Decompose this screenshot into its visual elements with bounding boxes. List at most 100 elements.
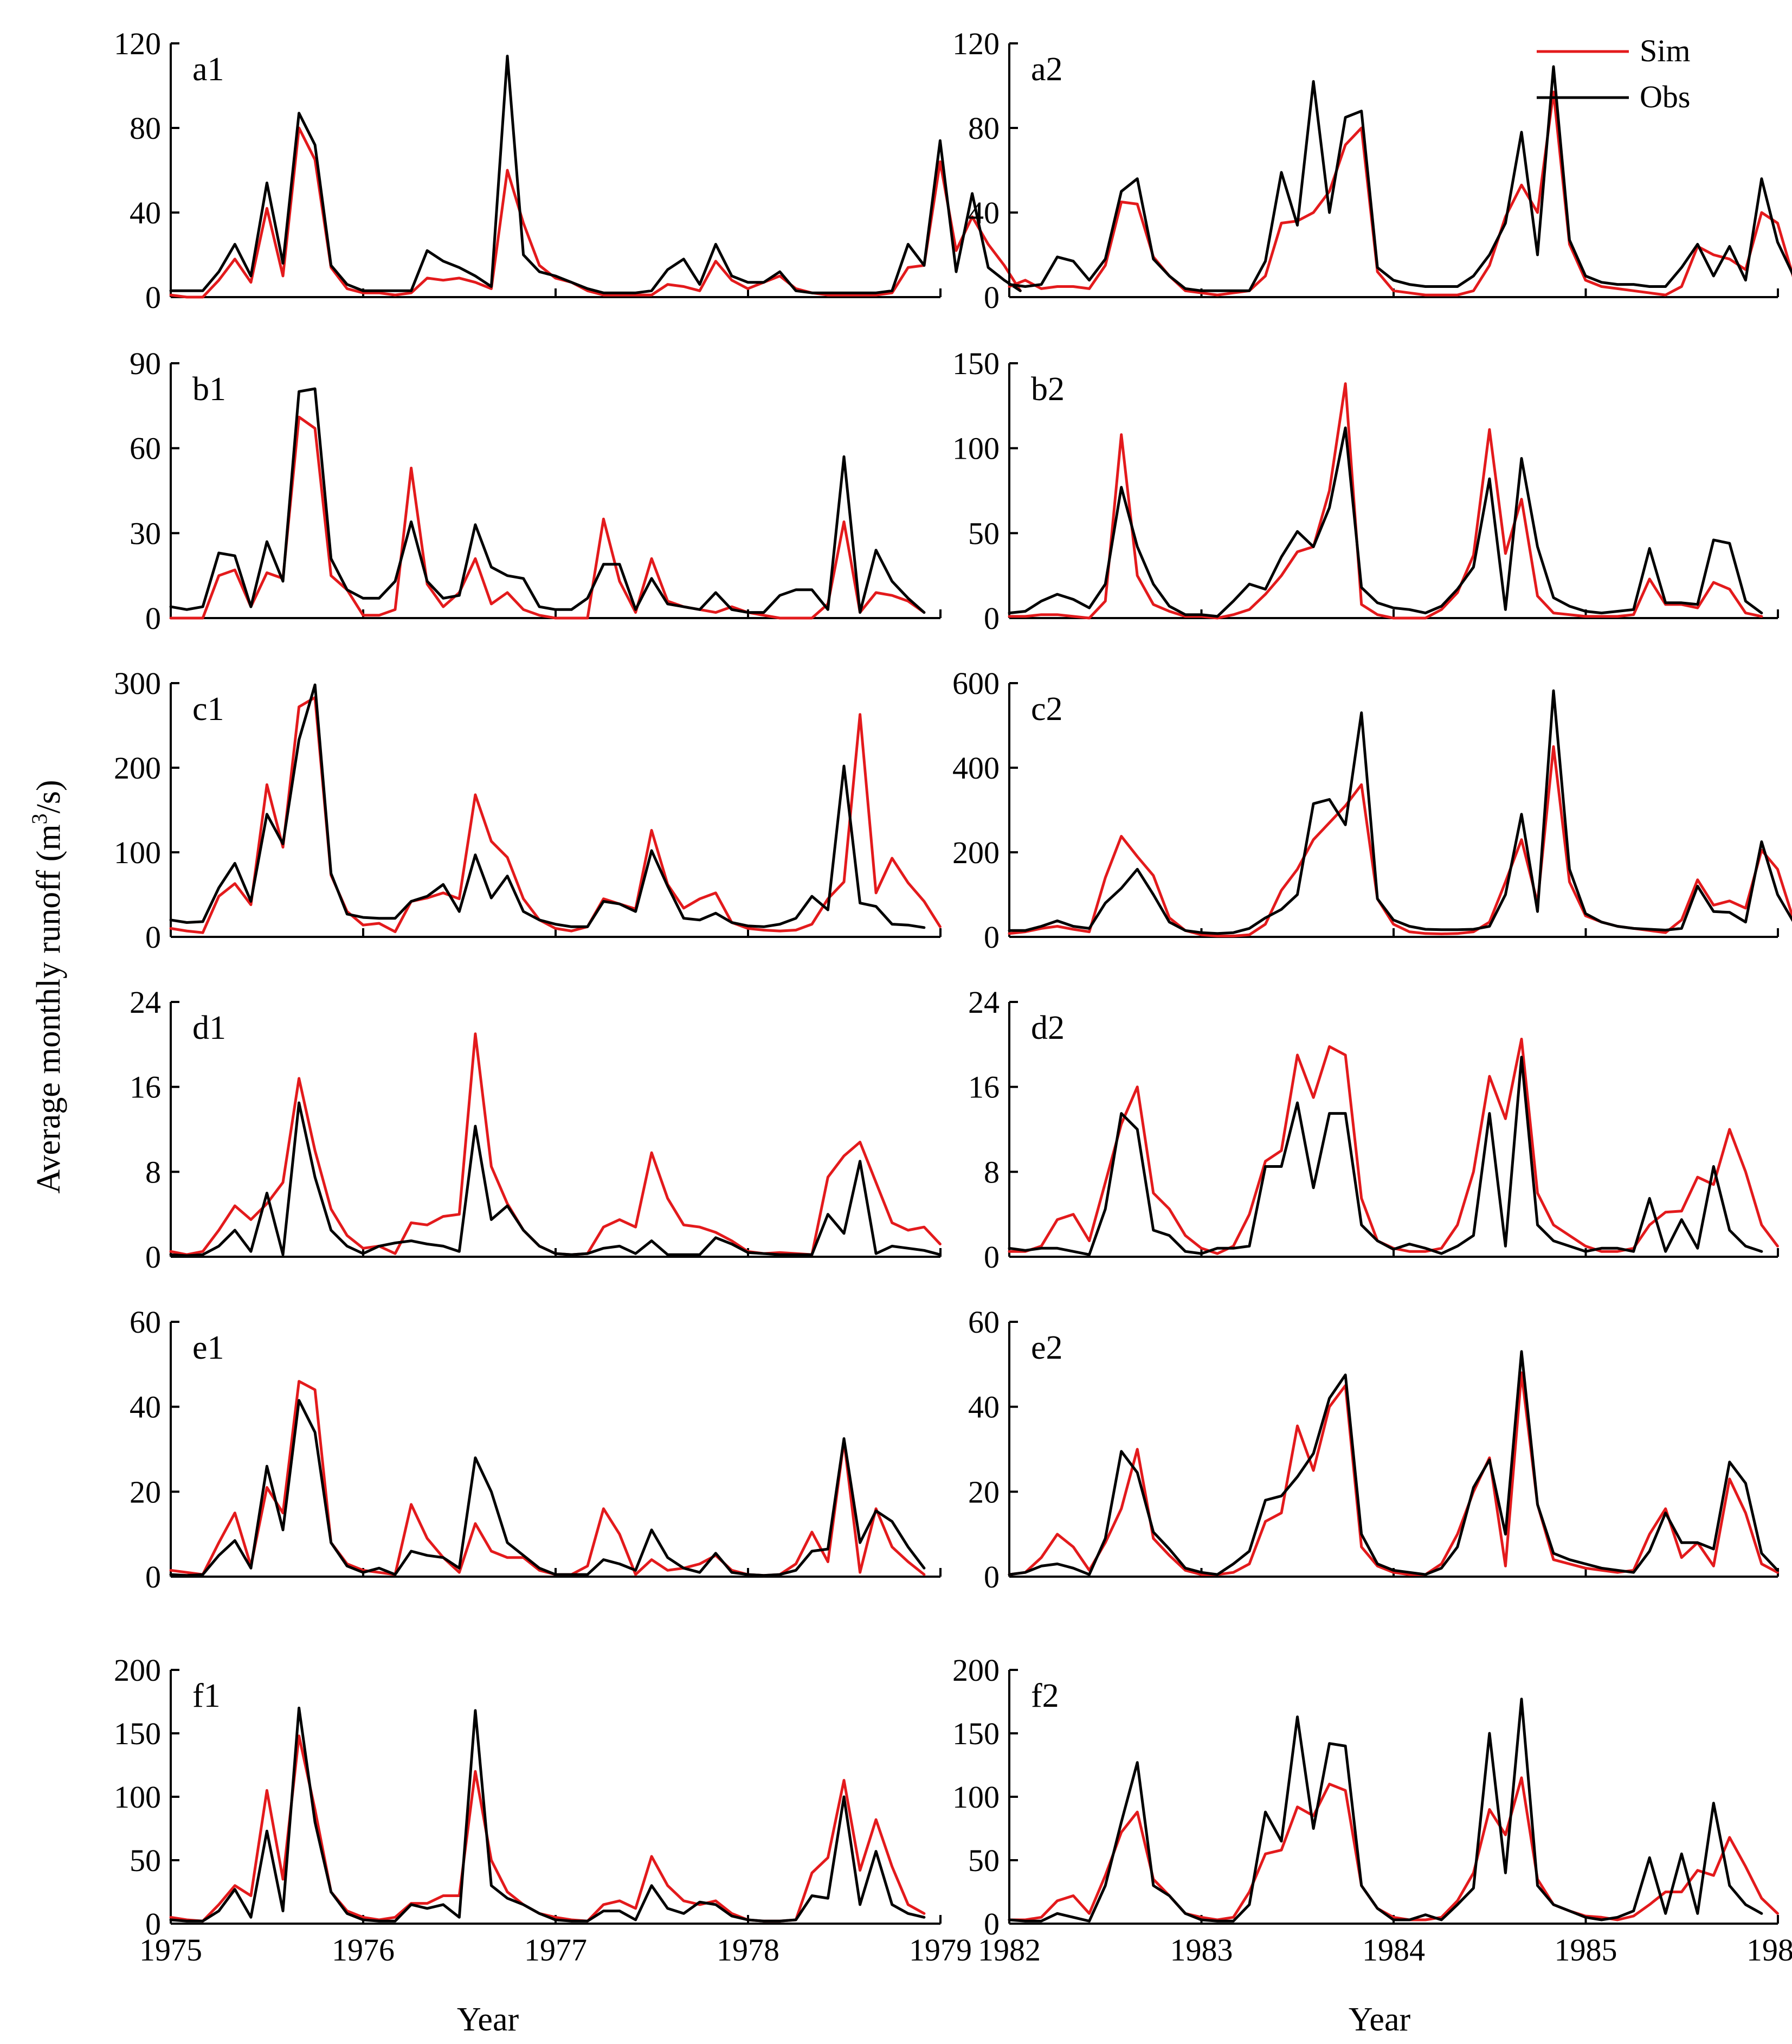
series-obs-d2 xyxy=(1008,1056,1763,1256)
y-tick-label-c2: 400 xyxy=(952,750,1000,786)
legend-label-sim: Sim xyxy=(1640,33,1691,68)
legend-label-obs: Obs xyxy=(1640,79,1690,114)
x-tick-label-f2: 1986 xyxy=(1746,1932,1792,1968)
series-sim-b2 xyxy=(1008,382,1763,620)
y-tick-label-e1: 0 xyxy=(145,1559,161,1595)
series-obs-d1 xyxy=(169,1101,942,1257)
y-tick-label-f2: 200 xyxy=(952,1653,1000,1688)
y-tick-label-d2: 16 xyxy=(968,1070,1000,1105)
series-sim-b1 xyxy=(169,415,926,620)
y-tick-label-a1: 40 xyxy=(130,195,161,230)
panel-f1: 0 50 100 150 200 1975 1976 1977 1978 1979 f1 xyxy=(114,1653,972,1968)
panel-label-f2: f2 xyxy=(1031,1677,1059,1714)
panel-f2: 0 50 100 150 200 1982 1983 1984 1985 1986 f2 xyxy=(952,1653,1792,1968)
series-sim-c1 xyxy=(169,696,942,934)
series-sim-a2 xyxy=(1008,91,1792,297)
y-tick-label-c1: 100 xyxy=(114,835,161,870)
panel-label-e2: e2 xyxy=(1031,1329,1063,1366)
panel-label-a2: a2 xyxy=(1031,51,1063,88)
y-axis-title: Average monthly runoff (m3/s) xyxy=(27,780,67,1193)
y-tick-label-a1: 120 xyxy=(114,26,161,61)
y-tick-label-e2: 60 xyxy=(968,1304,1000,1340)
series-obs-a2 xyxy=(1008,65,1792,292)
panel-label-d1: d1 xyxy=(192,1010,226,1046)
y-tick-label-d1: 8 xyxy=(145,1154,161,1190)
y-tick-label-e2: 20 xyxy=(968,1474,1000,1509)
panel-label-f1: f1 xyxy=(192,1677,221,1714)
panel-label-c1: c1 xyxy=(192,691,224,728)
y-tick-label-b2: 50 xyxy=(968,516,1000,551)
y-tick-label-f1: 150 xyxy=(114,1716,161,1751)
panel-a1: 0 40 80 120 a1 xyxy=(114,26,1022,315)
y-tick-label-e1: 20 xyxy=(130,1474,161,1509)
y-tick-label-d2: 0 xyxy=(984,1239,1000,1275)
y-tick-label-a2: 40 xyxy=(968,195,1000,230)
series-obs-b1 xyxy=(169,387,926,614)
y-tick-label-a2: 0 xyxy=(984,280,1000,315)
y-tick-label-e1: 60 xyxy=(130,1304,161,1340)
panel-d2: 0 8 16 24 d2 xyxy=(968,985,1779,1275)
y-tick-label-a1: 0 xyxy=(145,280,161,315)
x-tick-label-f2: 1984 xyxy=(1362,1932,1425,1968)
y-tick-label-b2: 150 xyxy=(952,346,1000,381)
y-tick-label-d2: 24 xyxy=(968,985,1000,1020)
panel-b2: 0 50 100 150 b2 xyxy=(952,346,1779,636)
series-obs-c1 xyxy=(169,683,926,929)
x-axis-title-right: Year xyxy=(1349,2001,1411,2038)
y-tick-label-a2: 80 xyxy=(968,111,1000,146)
panel-label-b1: b1 xyxy=(192,371,226,408)
x-tick-label-f1: 1975 xyxy=(139,1932,202,1968)
y-tick-label-f2: 150 xyxy=(952,1716,1000,1751)
y-tick-label-f2: 50 xyxy=(968,1843,1000,1878)
series-obs-e1 xyxy=(169,1399,926,1577)
y-tick-label-b1: 90 xyxy=(130,346,161,381)
y-tick-label-b1: 30 xyxy=(130,516,161,551)
panel-label-b2: b2 xyxy=(1031,371,1065,408)
y-tick-label-a2: 120 xyxy=(952,26,1000,61)
panel-e2: 0 20 40 60 e2 xyxy=(968,1304,1779,1595)
y-tick-label-e2: 0 xyxy=(984,1559,1000,1595)
y-tick-label-b2: 0 xyxy=(984,601,1000,636)
panel-label-c2: c2 xyxy=(1031,691,1063,728)
panel-a2: 0 40 80 120 a2 xyxy=(952,26,1792,315)
y-tick-label-f2: 100 xyxy=(952,1779,1000,1815)
y-tick-label-c1: 300 xyxy=(114,666,161,701)
panel-d1: 0 8 16 24 d1 xyxy=(130,985,942,1275)
panel-label-d2: d2 xyxy=(1031,1010,1065,1046)
y-tick-label-d1: 24 xyxy=(130,985,161,1020)
series-sim-e2 xyxy=(1008,1371,1779,1576)
panel-e1: 0 20 40 60 e1 xyxy=(130,1304,942,1595)
y-tick-label-f1: 50 xyxy=(130,1843,161,1878)
series-sim-f2 xyxy=(1008,1776,1779,1921)
series-obs-f1 xyxy=(169,1706,926,1923)
series-obs-a1 xyxy=(169,54,1022,294)
y-tick-label-f1: 200 xyxy=(114,1653,161,1688)
series-obs-b2 xyxy=(1008,426,1763,618)
panel-label-a1: a1 xyxy=(192,51,224,88)
x-axis-title-left: Year xyxy=(457,2001,519,2038)
panel-c1: 0 100 200 300 c1 xyxy=(114,666,942,955)
x-tick-label-f1: 1976 xyxy=(332,1932,395,1968)
y-tick-label-f1: 0 xyxy=(145,1906,161,1942)
y-tick-label-b2: 100 xyxy=(952,431,1000,466)
x-tick-label-f2: 1983 xyxy=(1170,1932,1233,1968)
y-tick-label-b1: 60 xyxy=(130,431,161,466)
y-tick-label-a1: 80 xyxy=(130,111,161,146)
y-tick-label-c2: 0 xyxy=(984,920,1000,955)
y-tick-label-c2: 600 xyxy=(952,666,1000,701)
series-obs-e2 xyxy=(1008,1350,1779,1576)
series-sim-c2 xyxy=(1008,745,1792,937)
y-tick-label-c2: 200 xyxy=(952,835,1000,870)
series-sim-e1 xyxy=(169,1380,926,1577)
series-obs-c2 xyxy=(1008,689,1792,935)
x-tick-label-f1: 1978 xyxy=(717,1932,779,1968)
y-tick-label-d1: 16 xyxy=(130,1070,161,1105)
y-tick-label-d1: 0 xyxy=(145,1239,161,1275)
x-tick-label-f2: 1985 xyxy=(1555,1932,1617,1968)
y-tick-label-f1: 100 xyxy=(114,1779,161,1815)
y-tick-label-b1: 0 xyxy=(145,601,161,636)
series-obs-f2 xyxy=(1008,1698,1763,1923)
x-tick-label-f2: 1982 xyxy=(978,1932,1041,1968)
y-tick-label-d2: 8 xyxy=(984,1154,1000,1190)
y-tick-label-f2: 0 xyxy=(984,1906,1000,1942)
